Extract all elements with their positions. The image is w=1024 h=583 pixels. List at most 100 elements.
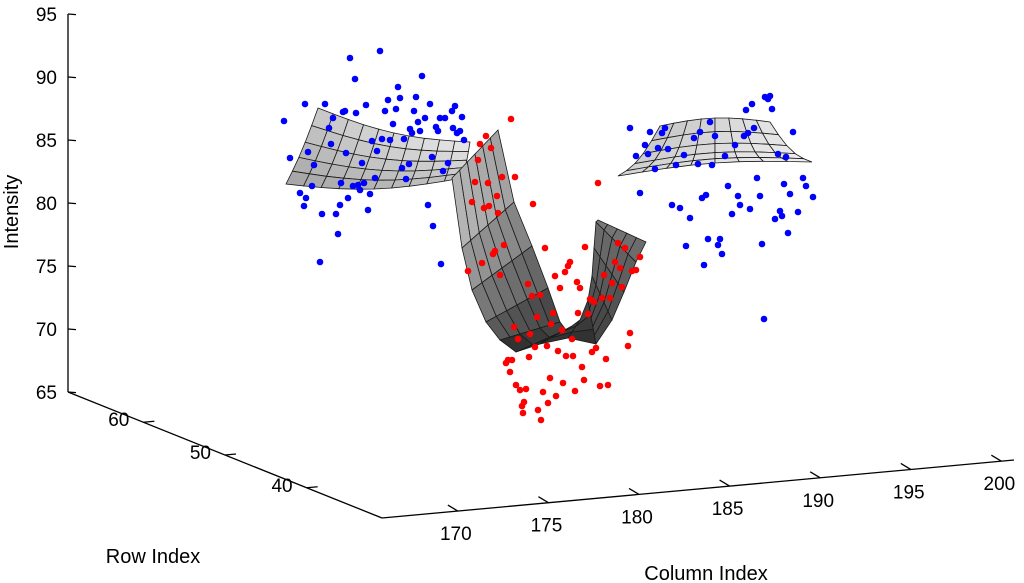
red-point — [536, 291, 544, 299]
red-point — [464, 267, 472, 275]
red-point — [616, 264, 624, 272]
red-point — [534, 406, 542, 414]
red-point — [543, 342, 551, 350]
blue-point — [384, 96, 392, 104]
red-point — [626, 329, 634, 337]
red-point — [478, 259, 486, 267]
blue-point — [329, 114, 337, 122]
blue-point — [706, 118, 714, 126]
blue-point — [416, 127, 424, 135]
red-point — [578, 363, 586, 371]
red-point — [525, 353, 533, 361]
red-point — [544, 399, 552, 407]
red-point — [512, 381, 520, 389]
blue-point — [711, 132, 719, 140]
red-point — [500, 241, 508, 249]
blue-point — [696, 128, 704, 136]
blue-point — [718, 250, 726, 258]
blue-point — [398, 164, 406, 172]
red-point — [554, 347, 562, 355]
blue-point — [682, 242, 690, 250]
blue-point — [410, 107, 418, 115]
blue-point — [386, 136, 394, 144]
blue-point — [626, 124, 634, 132]
blue-point — [354, 181, 362, 189]
blue-point — [690, 134, 698, 142]
blue-point — [441, 114, 449, 122]
red-point — [606, 294, 614, 302]
x-axis-line — [381, 459, 1015, 519]
red-point — [552, 392, 560, 400]
red-point — [588, 348, 596, 356]
red-point — [602, 355, 610, 363]
blue-point — [364, 206, 372, 214]
red-point — [576, 284, 584, 292]
blue-point — [750, 124, 758, 132]
blue-point — [451, 102, 459, 110]
blue-point — [437, 260, 445, 268]
surface-left-plateau — [420, 137, 441, 152]
red-point — [614, 239, 622, 247]
blue-point — [342, 149, 350, 157]
blue-point — [742, 106, 750, 114]
blue-point — [341, 107, 349, 115]
blue-point — [381, 107, 389, 115]
x-tick-label: 200 — [984, 474, 1016, 495]
blue-point — [784, 229, 792, 237]
blue-point — [302, 194, 310, 202]
blue-point — [753, 174, 761, 182]
blue-point — [721, 152, 729, 160]
blue-point — [321, 100, 329, 108]
blue-point — [734, 192, 742, 200]
blue-point — [694, 160, 702, 168]
blue-point — [308, 182, 316, 190]
blue-point — [789, 128, 797, 136]
y-axis-label: Row Index — [106, 546, 201, 568]
blue-point — [421, 114, 429, 122]
blue-point — [412, 93, 420, 101]
blue-point — [434, 127, 442, 135]
red-point — [484, 179, 492, 187]
blue-point — [782, 153, 790, 161]
blue-point — [356, 186, 364, 194]
blue-point — [456, 127, 464, 135]
blue-point — [799, 174, 807, 182]
blue-point — [786, 190, 794, 198]
blue-point — [316, 258, 324, 266]
z-tick-mark — [67, 139, 77, 142]
red-point — [608, 279, 616, 287]
blue-point — [396, 94, 404, 102]
y-tick-label: 60 — [108, 410, 129, 431]
y-tick-label: 40 — [271, 476, 292, 497]
blue-point — [758, 240, 766, 248]
blue-point — [760, 315, 768, 323]
blue-point — [400, 135, 408, 143]
red-point — [541, 244, 549, 252]
y-tick-mark — [306, 486, 318, 489]
blue-point — [731, 141, 739, 149]
red-point — [507, 115, 515, 123]
blue-point — [744, 129, 752, 137]
blue-point — [632, 152, 640, 160]
blue-point — [300, 202, 308, 210]
red-point — [596, 382, 604, 390]
red-point — [556, 284, 564, 292]
blue-point — [661, 124, 669, 132]
red-point — [514, 335, 522, 343]
blue-point — [362, 101, 370, 109]
blue-point — [676, 204, 684, 212]
red-point — [498, 173, 506, 181]
red-point — [510, 323, 518, 331]
surface-left-plateau — [450, 150, 469, 162]
blue-point — [394, 83, 402, 91]
blue-point — [296, 189, 304, 197]
red-point — [549, 309, 557, 317]
z-tick-mark — [67, 202, 77, 205]
blue-point — [332, 210, 340, 218]
blue-point — [802, 182, 810, 190]
red-point — [528, 292, 536, 300]
z-tick-label: 85 — [36, 131, 57, 152]
blue-point — [344, 194, 352, 202]
red-point — [592, 344, 600, 352]
red-point — [580, 376, 588, 384]
